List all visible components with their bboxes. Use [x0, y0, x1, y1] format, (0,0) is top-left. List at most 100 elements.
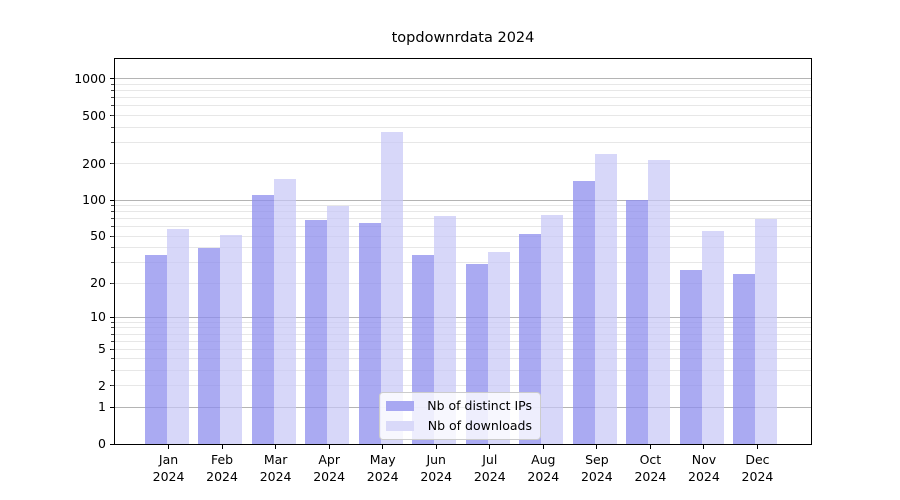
y-gridline-minor: [115, 163, 811, 165]
y-minor-tick-mark: [111, 327, 114, 329]
y-minor-tick-mark: [111, 333, 114, 335]
y-minor-tick-mark: [111, 321, 114, 323]
bar-downloads: [220, 235, 243, 444]
bar-downloads: [166, 229, 189, 444]
y-minor-tick-mark: [111, 211, 114, 213]
x-tick-mark: [649, 445, 651, 449]
y-tick-label: 1: [98, 399, 106, 415]
y-minor-tick-mark: [111, 282, 114, 284]
x-tick-label: Feb 2024: [206, 452, 238, 484]
y-gridline-minor: [115, 348, 811, 350]
y-minor-tick-mark: [111, 247, 114, 249]
y-minor-tick-mark: [111, 226, 114, 228]
y-gridline-minor: [115, 385, 811, 387]
y-gridline-minor: [115, 333, 811, 335]
x-tick-label: Aug 2024: [527, 452, 560, 484]
legend-label-ips: Nb of distinct IPs: [427, 398, 532, 413]
bar-downloads: [541, 215, 564, 444]
y-gridline-minor: [115, 262, 811, 264]
y-minor-tick-mark: [111, 370, 114, 372]
x-tick-label: May 2024: [366, 452, 399, 484]
y-gridline-minor: [115, 370, 811, 372]
y-tick-label: 10: [90, 309, 106, 325]
y-gridline-minor: [115, 218, 811, 220]
x-tick-label: Oct 2024: [634, 452, 667, 484]
y-minor-tick-mark: [111, 97, 114, 99]
x-tick-mark: [382, 445, 384, 449]
y-minor-tick-mark: [111, 105, 114, 107]
bar-distinct-ips: [626, 200, 649, 444]
y-tick-mark: [110, 406, 114, 408]
x-tick-mark: [221, 445, 223, 449]
y-gridline-minor: [115, 211, 811, 213]
y-tick-label: 5: [98, 341, 106, 357]
y-gridline-minor: [115, 126, 811, 128]
y-minor-tick-mark: [111, 115, 114, 116]
y-minor-tick-mark: [111, 340, 114, 342]
y-tick-mark: [110, 443, 114, 445]
y-gridline-major: [115, 316, 811, 318]
bar-downloads: [327, 205, 350, 444]
bar-downloads: [755, 218, 778, 444]
bar-distinct-ips: [144, 254, 167, 444]
y-minor-tick-mark: [111, 358, 114, 360]
y-minor-tick-mark: [111, 126, 114, 128]
y-tick-label: 50: [90, 228, 106, 244]
x-tick-label: Jan 2024: [152, 452, 185, 484]
x-tick-mark: [435, 445, 437, 449]
y-gridline-minor: [115, 235, 811, 237]
bar-distinct-ips: [198, 247, 221, 444]
y-tick-mark: [110, 316, 114, 318]
y-gridline-minor: [115, 84, 811, 85]
x-tick-label: Jun 2024: [420, 452, 453, 484]
y-gridline-minor: [115, 282, 811, 284]
bar-downloads: [648, 159, 671, 444]
y-tick-label: 500: [82, 107, 106, 123]
x-tick-mark: [489, 445, 491, 449]
y-gridline-minor: [115, 358, 811, 360]
legend-row-ips: Nb of distinct IPs: [386, 398, 532, 414]
x-tick-mark: [703, 445, 705, 449]
x-tick-label: Dec 2024: [741, 452, 774, 484]
bar-distinct-ips: [305, 220, 328, 444]
x-tick-label: Jul 2024: [473, 452, 506, 484]
bar-distinct-ips: [733, 273, 756, 444]
x-tick-mark: [542, 445, 544, 449]
bar-downloads: [380, 132, 403, 444]
x-tick-label: Mar 2024: [259, 452, 292, 484]
y-tick-mark: [110, 199, 114, 201]
plot-area: [114, 58, 812, 445]
legend: Nb of distinct IPs Nb of downloads: [379, 392, 541, 440]
y-tick-label: 0: [98, 436, 106, 451]
y-tick-label: 200: [82, 155, 106, 171]
bar-distinct-ips: [572, 180, 595, 444]
bar-downloads: [434, 215, 457, 444]
y-minor-tick-mark: [111, 385, 114, 387]
y-tick-label: 100: [82, 192, 106, 208]
x-tick-mark: [756, 445, 758, 449]
y-gridline-minor: [115, 90, 811, 92]
bar-distinct-ips: [251, 195, 274, 444]
y-minor-tick-mark: [111, 163, 114, 165]
y-gridline-minor: [115, 205, 811, 207]
y-gridline-minor: [115, 321, 811, 323]
y-minor-tick-mark: [111, 218, 114, 220]
y-minor-tick-mark: [111, 205, 114, 207]
x-tick-label: Nov 2024: [688, 452, 720, 484]
y-gridline-minor: [115, 97, 811, 99]
legend-swatch-ips: [386, 401, 414, 411]
chart-title: topdownrdata 2024: [391, 30, 535, 46]
y-minor-tick-mark: [111, 84, 114, 85]
bar-distinct-ips: [358, 222, 381, 444]
y-gridline-minor: [115, 141, 811, 143]
bar-downloads: [273, 178, 296, 444]
y-gridline-major: [115, 78, 811, 80]
y-gridline-minor: [115, 247, 811, 249]
y-gridline-major: [115, 199, 811, 201]
x-tick-label: Apr 2024: [313, 452, 346, 484]
y-minor-tick-mark: [111, 262, 114, 264]
y-minor-tick-mark: [111, 90, 114, 92]
bar-downloads: [594, 154, 617, 444]
x-tick-mark: [275, 445, 277, 449]
